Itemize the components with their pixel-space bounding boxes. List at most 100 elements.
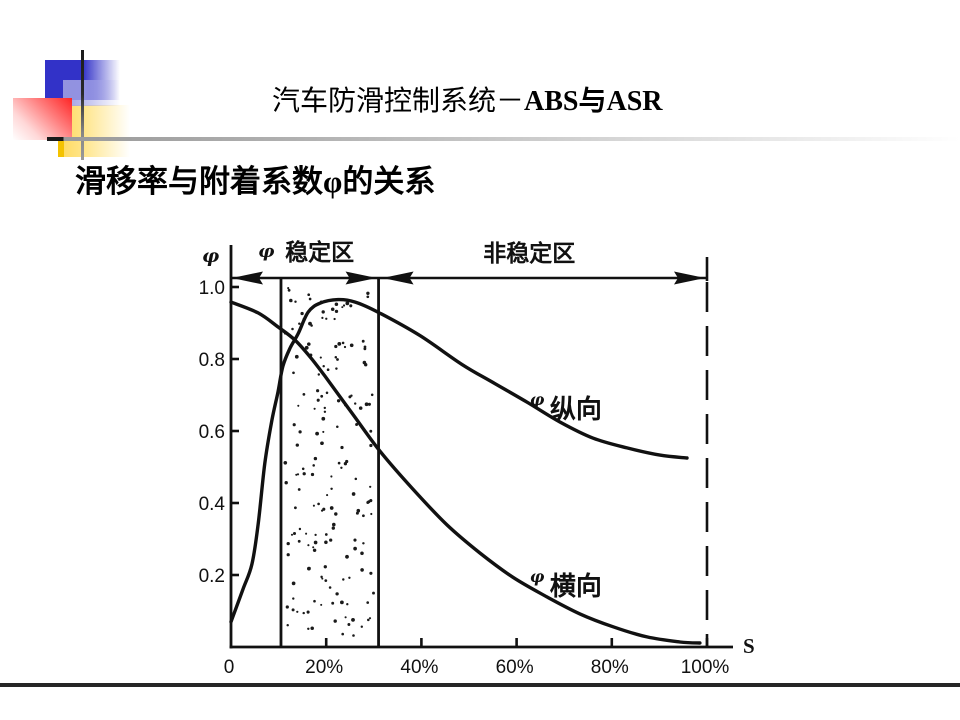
stipple-dot <box>340 466 343 469</box>
y-tick-label: 0.4 <box>199 494 226 515</box>
stipple-dot <box>320 394 324 398</box>
stipple-dot <box>350 394 353 397</box>
stipple-dot <box>297 488 301 491</box>
stipple-dot <box>344 616 347 619</box>
stipple-dot <box>295 443 299 447</box>
stipple-dot <box>323 410 327 413</box>
stipple-dot <box>322 364 325 368</box>
stipple-dot <box>326 368 330 372</box>
stipple-dot <box>334 302 339 306</box>
stipple-dot <box>302 393 306 396</box>
stipple-dot <box>329 538 333 542</box>
stipple-dot <box>290 533 294 536</box>
stipple-dot <box>355 423 359 426</box>
stipple-dot <box>349 304 353 308</box>
stipple-dot <box>287 288 291 292</box>
stipple-dot <box>349 343 354 348</box>
stipple-dot <box>348 576 351 579</box>
unstable-zone-left-arrowhead <box>382 271 414 285</box>
stipple-dot <box>335 592 339 596</box>
stipple-dot <box>306 610 310 614</box>
stipple-dot <box>372 591 375 595</box>
stipple-dot <box>354 402 357 405</box>
stipple-dot <box>283 460 288 465</box>
curves <box>229 297 702 645</box>
stipple-dot <box>310 626 314 630</box>
stipple-dot <box>289 299 293 303</box>
stipple-dot <box>325 391 329 395</box>
stipple-dot <box>333 619 337 623</box>
stipple-dot <box>313 456 318 461</box>
stipple-dot <box>312 546 315 549</box>
stipple-dot <box>305 532 308 535</box>
stipple-dot <box>317 502 320 506</box>
stipple-dot <box>301 467 305 471</box>
stipple-dot <box>313 599 316 603</box>
stipple-dot <box>353 546 357 551</box>
stipple-dot <box>340 445 344 450</box>
stipple-dot <box>316 398 320 402</box>
stipple-dot <box>322 507 326 511</box>
stipple-dot <box>322 430 325 433</box>
slide-title-prefix: 汽车防滑控制系统－ <box>272 86 525 117</box>
stipple-dot <box>366 295 370 299</box>
stipple-dot <box>364 363 368 367</box>
stable-zone-label: 稳定区 <box>285 239 354 266</box>
stipple-dot <box>295 473 298 476</box>
stipple-dot <box>337 342 342 346</box>
stipple-dot <box>298 322 301 325</box>
stipple-dot <box>308 297 312 301</box>
stipple-dot <box>324 540 328 545</box>
stipple-dot <box>336 358 339 361</box>
stipple-dot <box>321 316 324 320</box>
stipple-dot <box>297 404 300 407</box>
stipple-dot <box>366 601 370 604</box>
unstable-zone-label: 非稳定区 <box>483 240 575 267</box>
stipple-dot <box>362 514 365 518</box>
stipple-dot <box>298 430 302 434</box>
footer-divider-line <box>0 683 960 687</box>
y-axis-label: φ <box>202 245 219 267</box>
lateral-curve-label: 横向 <box>550 571 602 602</box>
stipple-dot <box>331 601 335 605</box>
stipple-dot <box>312 504 315 507</box>
stipple-dot <box>292 423 296 427</box>
y-tick-label: 0.8 <box>199 350 225 371</box>
stipple-dot <box>315 431 319 436</box>
stipple-dot <box>334 344 338 349</box>
stipple-dot <box>328 586 332 589</box>
stipple-dot <box>353 538 357 542</box>
stipple-dot <box>346 603 349 606</box>
stipple-dot <box>334 355 338 359</box>
stipple-dot <box>320 575 323 579</box>
stipple-dot <box>355 511 359 515</box>
stipple-dot <box>307 293 311 297</box>
unstable-zone-right-arrowhead <box>674 271 705 285</box>
stipple-dot <box>329 506 334 510</box>
stipple-dot <box>285 605 289 609</box>
stipple-dot <box>358 406 363 410</box>
stipple-dot <box>363 347 367 351</box>
header-decoration-lavender-square <box>63 80 120 106</box>
stipple-dot <box>351 618 355 622</box>
stable-zone-stipple <box>283 287 375 637</box>
stipple-dot <box>347 623 351 626</box>
slide-title: 汽车防滑控制系统－ABS与ASR <box>272 85 663 119</box>
y-tick-label: 0.2 <box>199 566 225 587</box>
stipple-dot <box>320 603 323 606</box>
stipple-dot <box>292 531 297 536</box>
stipple-dot <box>366 291 370 295</box>
zone-arrow-bar <box>231 271 707 285</box>
stipple-dot <box>294 506 297 510</box>
stipple-dot <box>330 475 333 478</box>
stipple-dot <box>312 548 317 553</box>
stipple-dot <box>320 441 324 445</box>
stipple-dot <box>324 533 328 536</box>
stipple-dot <box>369 485 372 488</box>
stipple-dot <box>341 306 344 309</box>
lateral-curve-symbol: φ <box>530 567 545 586</box>
stipple-dot <box>296 610 299 613</box>
stipple-dot <box>330 487 333 491</box>
stipple-dot <box>345 459 349 464</box>
stipple-dot <box>343 345 347 349</box>
